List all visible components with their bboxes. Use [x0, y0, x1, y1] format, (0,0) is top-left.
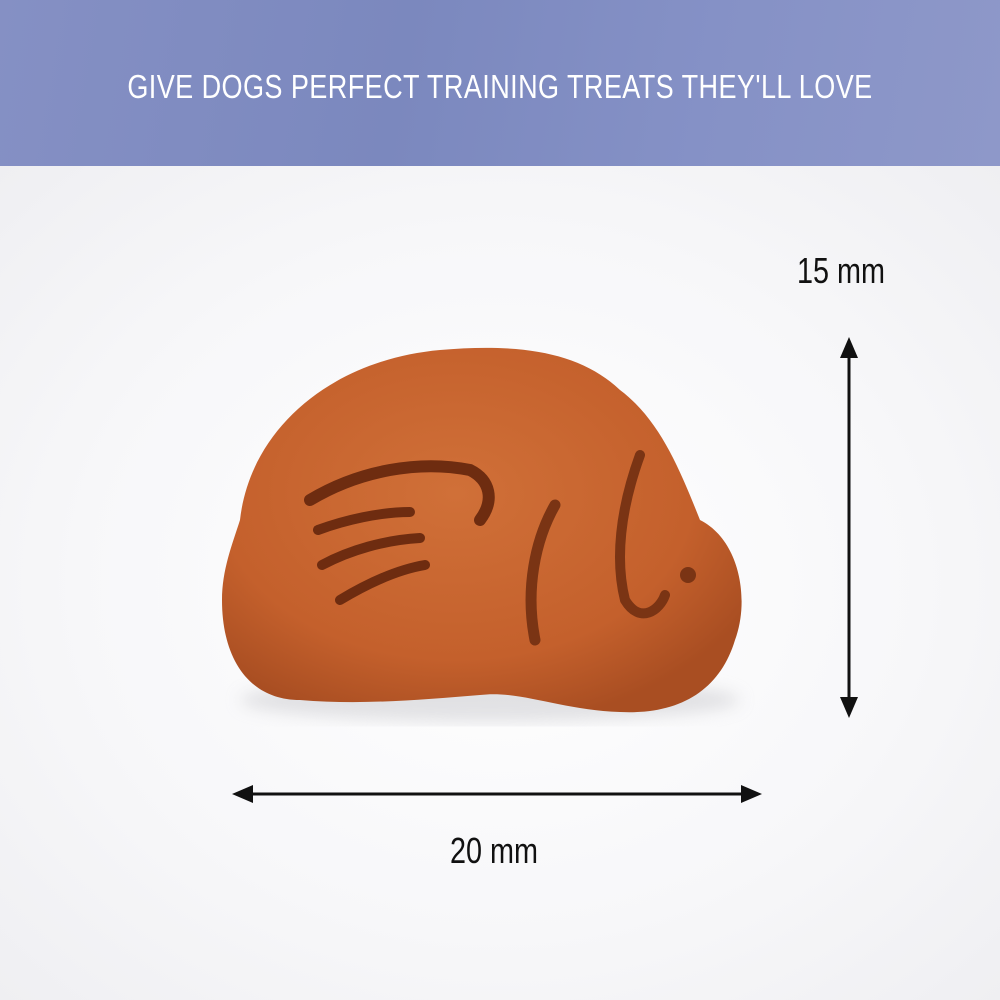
- banner-title: GIVE DOGS PERFECT TRAINING TREATS THEY'L…: [127, 68, 873, 105]
- height-label: 15 mm: [797, 250, 886, 291]
- dog-treat-image: [222, 347, 742, 713]
- width-arrow: [232, 785, 762, 803]
- height-arrow: [840, 337, 858, 718]
- width-label: 20 mm: [450, 830, 539, 871]
- header-banner: GIVE DOGS PERFECT TRAINING TREATS THEY'L…: [0, 0, 1000, 166]
